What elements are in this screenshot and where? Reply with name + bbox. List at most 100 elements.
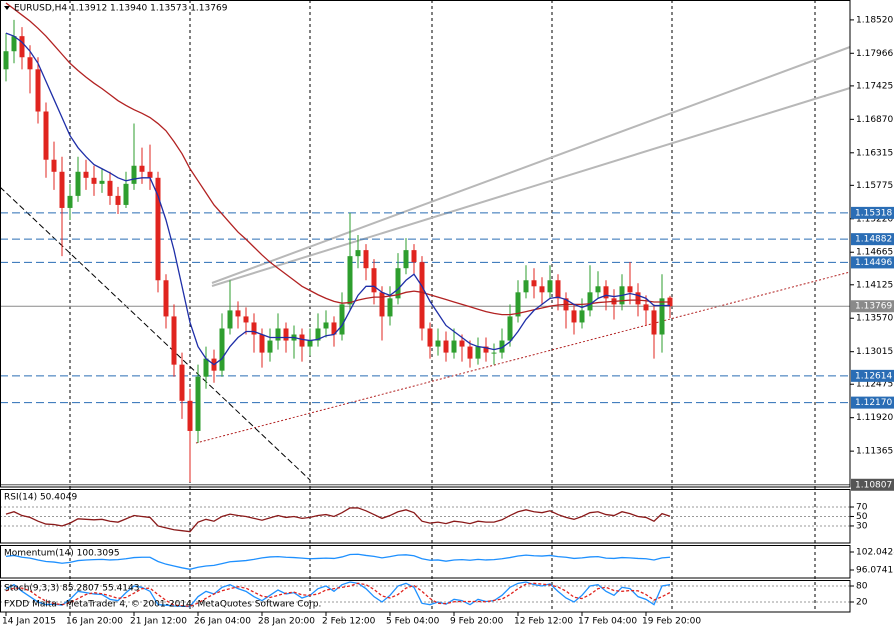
panel-title: Momentum(14) 100.3095 (4, 549, 120, 559)
trend-line (0, 186, 311, 481)
level-label-box (851, 369, 894, 382)
candle-body (259, 334, 265, 353)
candle-body (299, 334, 305, 347)
candle-body (11, 36, 17, 52)
candle-body (331, 322, 337, 335)
candle-body (131, 165, 137, 184)
candle-body (475, 346, 481, 359)
candle-body (91, 177, 97, 184)
y-tick-label: 1.16870 (856, 115, 893, 125)
candle-body (235, 310, 241, 317)
candle-body (195, 376, 201, 431)
level-label: 1.14496 (855, 258, 892, 268)
candle-body (243, 316, 249, 323)
indicator-line (5, 32, 670, 366)
y-tick-label: 1.17425 (856, 81, 893, 91)
x-tick-label: 21 Jan 12:00 (130, 617, 187, 627)
candle-body (99, 180, 105, 184)
level-label-box (851, 233, 894, 246)
candle-body (163, 280, 169, 317)
candle-body (339, 304, 345, 335)
y-tick-label: 1.13015 (856, 347, 893, 357)
y-tick-label: 1.11920 (856, 413, 893, 423)
indicator-line (5, 582, 671, 607)
candle-body (411, 250, 417, 263)
candle-body (539, 286, 545, 293)
y-tick-label: 30 (856, 521, 868, 531)
panel-frame (0, 0, 851, 488)
candle-body (395, 268, 401, 299)
candle-body (171, 316, 177, 365)
candle-body (307, 340, 313, 347)
y-tick-label: 1.12475 (856, 380, 893, 390)
candle-body (547, 280, 553, 293)
candle-body (371, 268, 377, 293)
panel-frame (0, 545, 851, 579)
panel-title: EURUSD,H4 1.13912 1.13940 1.13573 1.1376… (14, 4, 228, 14)
y-tick-label: 20 (856, 598, 868, 608)
panel-title: Stoch(9,3,3) 85.2807 55.4143 (4, 584, 139, 594)
level-label-box (851, 478, 894, 491)
x-tick-label: 28 Jan 20:00 (258, 617, 315, 627)
candle-body (187, 400, 193, 431)
candle-body (347, 256, 353, 305)
axis-labels: 1.18520 1.17966 1.17425 1.16870 1.16315 1.157… (4, 4, 894, 608)
candle-body (419, 262, 425, 329)
x-tick-label: 17 Feb 04:00 (578, 617, 637, 627)
candle-body (427, 328, 433, 347)
y-tick-label: 1.18520 (856, 15, 893, 25)
candle-body (595, 286, 601, 293)
x-tick-label: 26 Jan 04:00 (194, 617, 251, 627)
x-tick-label: 5 Feb 04:00 (386, 617, 440, 627)
candle-body (467, 346, 473, 359)
candle-body (283, 328, 289, 341)
candle-body (579, 310, 585, 323)
panel-frame (0, 580, 851, 613)
level-label-box (851, 256, 894, 269)
candle-body (435, 340, 441, 347)
candle-body (315, 328, 321, 341)
candle-body (51, 159, 57, 172)
candle-body (35, 69, 41, 112)
menu-arrow (4, 6, 10, 10)
candle-body (115, 195, 121, 205)
candle-body (219, 328, 225, 371)
level-label: 1.10807 (855, 480, 892, 490)
panel-title: RSI(14) 50.4049 (4, 493, 77, 503)
candle-body (251, 322, 257, 335)
y-tick-label: 1.13570 (856, 314, 893, 324)
x-tick-label: 19 Feb 20:00 (642, 617, 701, 627)
candle-body (451, 340, 457, 353)
y-tick-label: 96.0741 (856, 565, 893, 575)
y-tick-label: 1.16315 (856, 148, 893, 158)
candle-body (531, 280, 537, 287)
candle-body (651, 310, 657, 335)
x-tick-label: 14 Jan 2015 (2, 617, 56, 627)
y-tick-label: 50 (856, 512, 868, 522)
candle-body (59, 171, 65, 208)
trend-line (211, 46, 851, 284)
candle-body (323, 322, 329, 329)
indicator-line (5, 507, 671, 533)
level-label-box (851, 206, 894, 219)
candle-body (499, 340, 505, 353)
candle-body (155, 177, 161, 281)
candle-body (571, 310, 577, 323)
candle-body (139, 165, 145, 172)
plot-layer: 14 Jan 2015 16 Jan 20:00 21 Jan 12:00 26 Ja… (0, 2, 850, 627)
x-tick-label: 12 Feb 12:00 (514, 617, 573, 627)
candle-body (275, 328, 281, 341)
candle-body (643, 304, 649, 311)
candle-body (123, 183, 129, 205)
level-label-box (851, 396, 894, 409)
candle-body (3, 51, 9, 70)
candle-body (515, 292, 521, 317)
candle-body (43, 111, 49, 160)
candle-body (507, 316, 513, 341)
trend-line (211, 87, 851, 287)
y-tick-label: 1.14125 (856, 280, 893, 290)
level-label: 1.14882 (855, 235, 892, 245)
candle-body (379, 292, 385, 317)
